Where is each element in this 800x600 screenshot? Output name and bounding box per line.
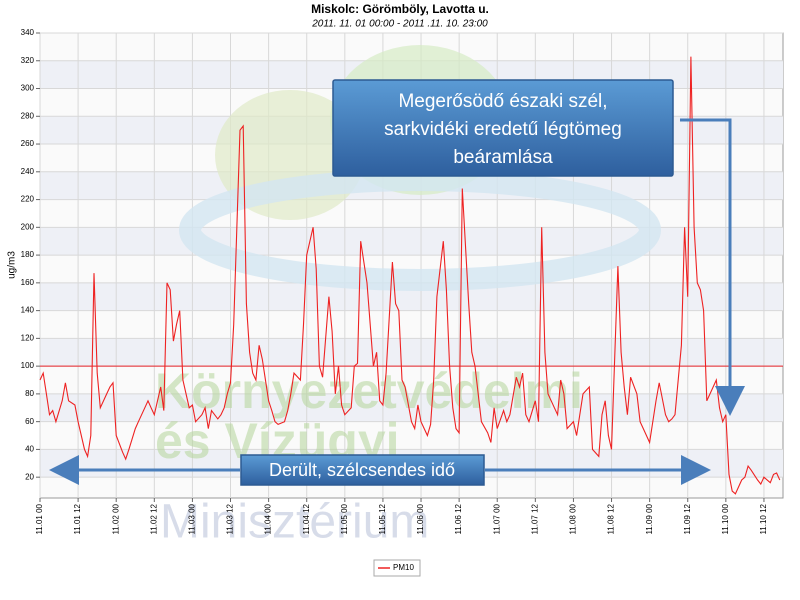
chart-title: Miskolc: Görömböly, Lavotta u. — [311, 2, 489, 16]
y-tick-label: 180 — [21, 250, 35, 259]
grid-band — [40, 338, 783, 367]
x-tick-label: 11.01 12 — [73, 503, 82, 534]
x-tick-label: 11.02 00 — [111, 503, 120, 534]
legend-label: PM10 — [393, 563, 414, 572]
x-tick-label: 11.09 12 — [683, 503, 692, 534]
y-tick-label: 40 — [25, 445, 34, 454]
y-axis-title: ug/m3 — [7, 251, 18, 279]
annotation-text: beáramlása — [453, 147, 553, 168]
y-tick-label: 120 — [21, 333, 35, 342]
y-tick-label: 200 — [21, 222, 35, 231]
x-tick-label: 11.04 12 — [302, 503, 311, 534]
watermark-text: Környezetvédelmi — [155, 363, 583, 419]
x-tick-label: 11.02 12 — [149, 503, 158, 534]
x-tick-label: 11.06 12 — [454, 503, 463, 534]
y-tick-label: 60 — [25, 417, 34, 426]
annotation-text: Derült, szélcsendes idő — [269, 460, 455, 480]
y-tick-label: 340 — [21, 28, 35, 37]
y-tick-label: 140 — [21, 306, 35, 315]
annotation-text: Megerősödő északi szél, — [398, 91, 607, 112]
annotation-box — [240, 454, 485, 486]
y-tick-label: 80 — [25, 389, 34, 398]
x-tick-label: 11.07 12 — [530, 503, 539, 534]
x-tick-label: 11.01 00 — [35, 503, 44, 534]
watermark-swoosh — [179, 169, 661, 291]
chart-subtitle: 2011. 11. 01 00:00 - 2011 .11. 10. 23:00 — [311, 19, 488, 30]
y-tick-label: 260 — [21, 139, 35, 148]
x-tick-label: 11.09 00 — [645, 503, 654, 534]
x-tick-label: 11.08 12 — [607, 503, 616, 534]
x-tick-label: 11.04 00 — [264, 503, 273, 534]
x-tick-label: 11.07 00 — [492, 503, 501, 534]
watermark-text: Minisztérium — [160, 496, 429, 549]
annotation-text: sarkvidéki eredetű légtömeg — [384, 119, 622, 140]
x-tick-label: 11.10 12 — [759, 503, 768, 534]
y-tick-label: 220 — [21, 195, 35, 204]
x-tick-label: 11.08 00 — [569, 503, 578, 534]
y-tick-label: 20 — [25, 472, 34, 481]
annotation-box — [332, 79, 674, 177]
data-line — [39, 56, 781, 495]
x-tick-label: 11.06 00 — [416, 503, 425, 534]
x-tick-label: 11.05 00 — [340, 503, 349, 534]
grid-band — [40, 227, 783, 256]
annotation-arrow — [680, 118, 745, 416]
x-tick-label: 11.10 00 — [721, 503, 730, 534]
y-tick-label: 100 — [21, 361, 35, 370]
y-tick-label: 320 — [21, 56, 35, 65]
legend-box — [373, 559, 421, 577]
y-tick-label: 280 — [21, 111, 35, 120]
x-tick-label: 11.05 12 — [378, 503, 387, 534]
x-tick-label: 11.03 00 — [188, 503, 197, 534]
y-tick-label: 300 — [21, 84, 35, 93]
x-tick-label: 11.03 12 — [226, 503, 235, 534]
y-tick-label: 160 — [21, 278, 35, 287]
y-tick-label: 240 — [21, 167, 35, 176]
